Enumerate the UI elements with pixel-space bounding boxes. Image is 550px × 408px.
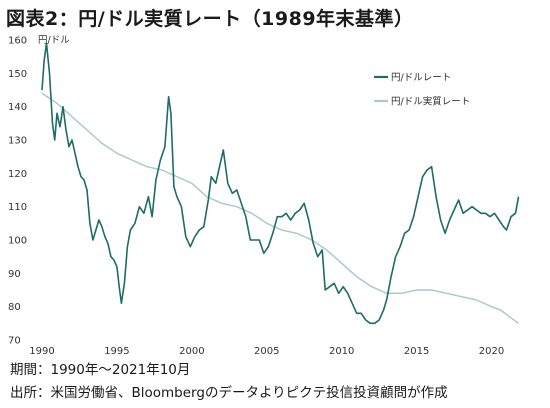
y-tick-label: 80	[8, 302, 21, 313]
source-note: 出所：米国労働省、Bloombergのデータよりピクテ投信投資顧問が作成	[10, 385, 448, 401]
legend-label-real: 円/ドル実質レート	[391, 96, 470, 108]
legend: 円/ドルレート 円/ドル実質レート	[374, 73, 470, 108]
x-tick-label: 2000	[179, 346, 204, 357]
y-tick-label: 110	[8, 202, 27, 213]
x-tick-label: 2020	[479, 346, 504, 357]
x-tick-label: 1990	[29, 346, 54, 357]
series-layer	[41, 42, 520, 325]
y-axis-unit-label: 円/ドル	[38, 35, 70, 46]
y-axis: 70 80 90 100 110 120 130 140 150 160	[8, 36, 27, 347]
chart-title: 図表2：円/ドル実質レート（1989年末基準）	[6, 8, 414, 30]
x-tick-label: 2005	[254, 346, 279, 357]
y-tick-label: 150	[8, 69, 27, 80]
y-tick-label: 130	[8, 136, 27, 147]
y-tick-label: 160	[8, 36, 27, 47]
y-tick-label: 100	[8, 236, 27, 247]
x-tick-label: 2015	[404, 346, 429, 357]
series-line-nominal	[41, 42, 520, 325]
legend-label-nominal: 円/ドルレート	[391, 73, 451, 84]
x-axis: 1990 1995 2000 2005 2010 2015 2020	[29, 346, 504, 357]
series-line-real	[41, 92, 519, 324]
y-tick-label: 140	[8, 102, 27, 113]
x-tick-label: 2010	[329, 346, 354, 357]
y-tick-label: 120	[8, 169, 27, 180]
y-tick-label: 70	[8, 336, 21, 347]
y-tick-label: 90	[8, 269, 21, 280]
period-note: 期間：1990年〜2021年10月	[10, 362, 191, 378]
x-tick-label: 1995	[104, 346, 129, 357]
